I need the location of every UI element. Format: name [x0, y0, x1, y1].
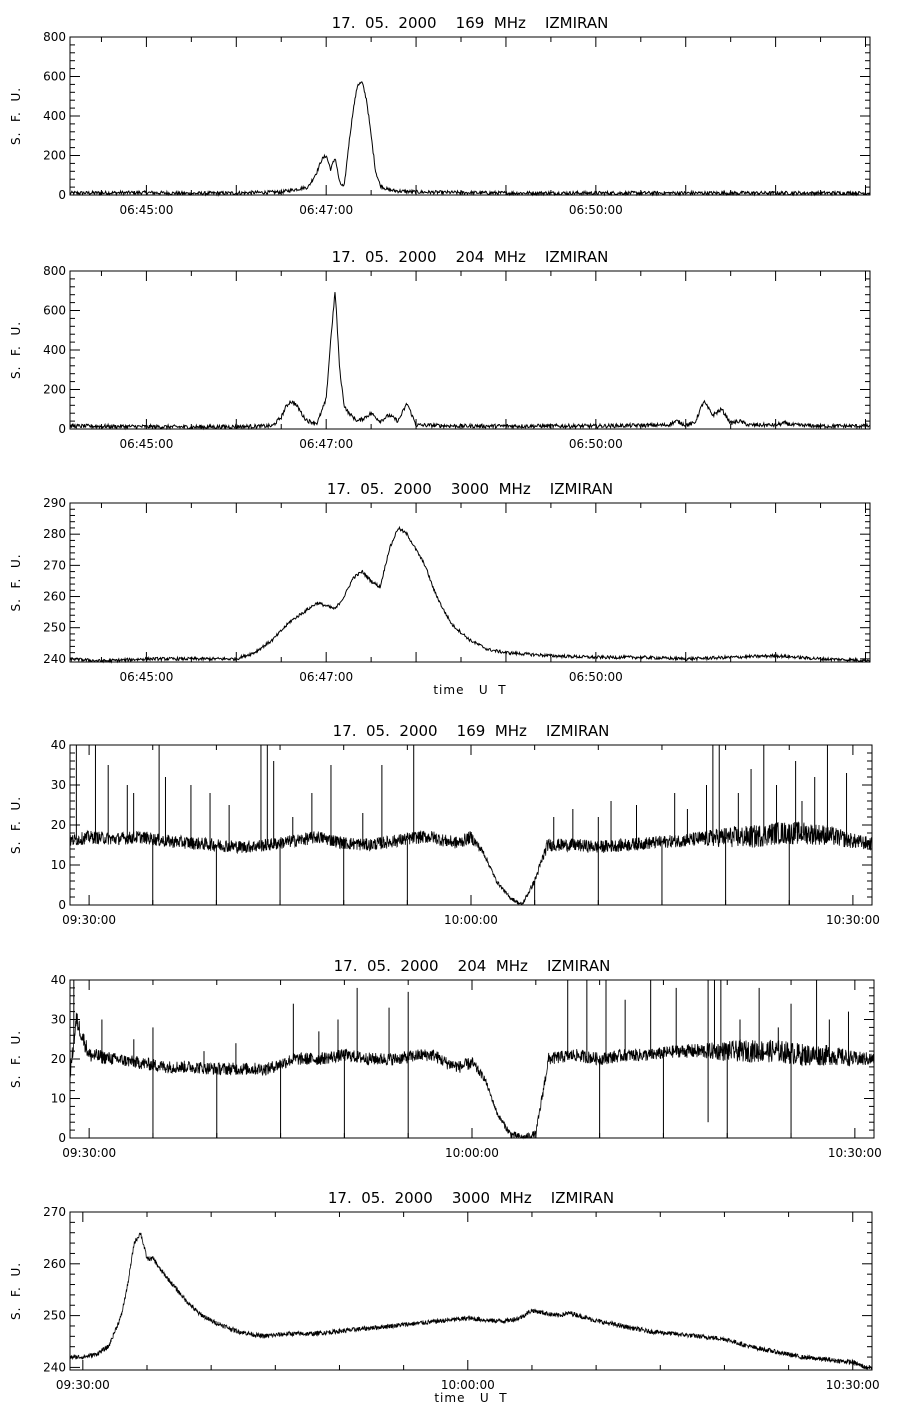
x-axis-label: time U T — [434, 1391, 507, 1405]
y-tick-label: 270 — [43, 558, 66, 572]
y-tick-label: 40 — [51, 738, 66, 752]
plot-frame — [69, 36, 871, 196]
y-axis-label: S. F. U. — [9, 321, 23, 379]
x-tick-label: 10:00:00 — [445, 1146, 499, 1160]
x-tick-label: 06:47:00 — [299, 203, 353, 217]
y-axis-label: S. F. U. — [9, 796, 23, 854]
y-tick-label: 20 — [51, 818, 66, 832]
x-tick-label: 06:45:00 — [119, 670, 173, 684]
y-axis-label: S. F. U. — [9, 1030, 23, 1088]
chart-panel-2: 17. 05. 2000 204 MHz IZMIRAN S. F. U. 0 200… — [9, 248, 871, 451]
x-tick-label: 10:00:00 — [441, 1378, 495, 1392]
series-line — [69, 292, 871, 431]
chart-title: 17. 05. 2000 3000 MHz IZMIRAN — [328, 1189, 614, 1207]
y-tick-label: 10 — [51, 858, 66, 872]
chart-title: 17. 05. 2000 169 MHz IZMIRAN — [332, 14, 609, 32]
y-tick-label: 280 — [43, 527, 66, 541]
chart-title: 17. 05. 2000 204 MHz IZMIRAN — [334, 957, 611, 975]
y-tick-label: 400 — [43, 109, 66, 123]
y-tick-label: 260 — [43, 590, 66, 604]
plot-frame — [69, 1211, 873, 1371]
y-tick-label: 200 — [43, 149, 66, 163]
series-line — [69, 821, 873, 906]
y-tick-label: 600 — [43, 304, 66, 318]
y-tick-label: 0 — [58, 1131, 66, 1145]
chart-panel-6: 17. 05. 2000 3000 MHz IZMIRAN S. F. U. 240… — [9, 1189, 880, 1405]
y-tick-label: 400 — [43, 343, 66, 357]
y-tick-label: 270 — [43, 1205, 66, 1219]
x-tick-label: 06:50:00 — [569, 670, 623, 684]
y-axis-label: S. F. U. — [9, 1262, 23, 1320]
y-tick-label: 0 — [58, 188, 66, 202]
y-tick-label: 260 — [43, 1257, 66, 1271]
x-tick-label: 06:47:00 — [299, 670, 353, 684]
x-tick-label: 06:47:00 — [299, 437, 353, 451]
y-tick-label: 800 — [43, 264, 66, 278]
x-tick-label: 06:50:00 — [569, 203, 623, 217]
plot-frame — [69, 744, 873, 906]
series-line — [69, 1232, 873, 1370]
chart-title: 17. 05. 2000 3000 MHz IZMIRAN — [327, 480, 613, 498]
plot-frame — [69, 502, 871, 663]
x-tick-label: 10:00:00 — [444, 913, 498, 927]
chart-panel-3: 17. 05. 2000 3000 MHz IZMIRAN S. F. U. 240… — [9, 480, 871, 697]
chart-panel-4: 17. 05. 2000 169 MHz IZMIRAN S. F. U. 0 10 2… — [9, 722, 880, 927]
chart-panel-5: 17. 05. 2000 204 MHz IZMIRAN S. F. U. 0 10 2… — [9, 957, 882, 1160]
chart-panel-1: 17. 05. 2000 169 MHz IZMIRAN S. F. U. 0 200… — [9, 14, 871, 217]
x-tick-label: 06:45:00 — [119, 203, 173, 217]
chart-title: 17. 05. 2000 169 MHz IZMIRAN — [333, 722, 610, 740]
y-tick-label: 240 — [43, 1360, 66, 1374]
x-tick-label: 09:30:00 — [62, 913, 116, 927]
y-axis-label: S. F. U. — [9, 87, 23, 145]
y-tick-label: 250 — [43, 1309, 66, 1323]
y-tick-label: 200 — [43, 383, 66, 397]
plot-frame — [69, 270, 871, 430]
series-line — [69, 1012, 875, 1140]
y-tick-label: 240 — [43, 652, 66, 666]
y-tick-label: 10 — [51, 1092, 66, 1106]
series-line — [69, 81, 871, 197]
x-tick-label: 10:30:00 — [828, 1146, 882, 1160]
y-tick-label: 30 — [51, 778, 66, 792]
x-tick-label: 10:30:00 — [826, 913, 880, 927]
x-axis-label: time U T — [433, 683, 506, 697]
x-tick-label: 10:30:00 — [826, 1378, 880, 1392]
x-tick-label: 09:30:00 — [62, 1146, 116, 1160]
y-tick-label: 600 — [43, 70, 66, 84]
y-tick-label: 0 — [58, 898, 66, 912]
x-tick-label: 09:30:00 — [56, 1378, 110, 1392]
series-line — [69, 525, 871, 664]
y-tick-label: 250 — [43, 621, 66, 635]
y-axis-label: S. F. U. — [9, 553, 23, 611]
y-tick-label: 40 — [51, 973, 66, 987]
chart-title: 17. 05. 2000 204 MHz IZMIRAN — [332, 248, 609, 266]
y-tick-label: 20 — [51, 1052, 66, 1066]
x-tick-label: 06:45:00 — [119, 437, 173, 451]
x-tick-label: 06:50:00 — [569, 437, 623, 451]
y-tick-label: 0 — [58, 422, 66, 436]
y-tick-label: 30 — [51, 1013, 66, 1027]
y-tick-label: 800 — [43, 30, 66, 44]
y-tick-label: 290 — [43, 496, 66, 510]
